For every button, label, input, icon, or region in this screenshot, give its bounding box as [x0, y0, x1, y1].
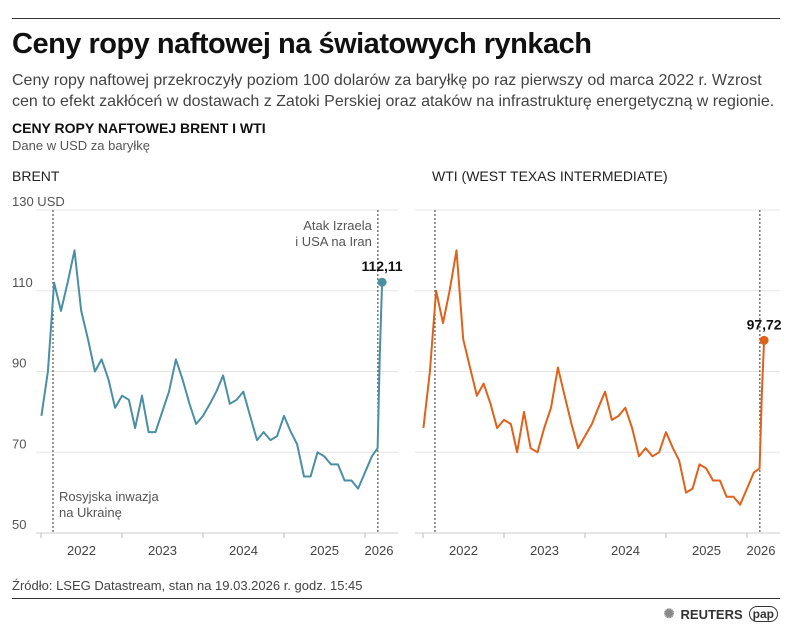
brent-title: BRENT	[12, 168, 60, 184]
top-rule	[12, 18, 780, 19]
logos: ✺ REUTERS pap	[664, 606, 778, 622]
page-title: Ceny ropy naftowej na światowych rynkach	[12, 28, 592, 60]
attack-annotation: i USA na Iran	[295, 234, 372, 249]
invasion-annotation: na Ukrainę	[59, 505, 122, 520]
brent-x-label: 2024	[229, 543, 258, 558]
wti-x-label: 2022	[449, 543, 478, 558]
brent-y-label: 90	[12, 356, 26, 371]
brent-price-line	[40, 249, 384, 490]
wti-last-point	[759, 335, 769, 345]
brent-x-label: 2025	[310, 543, 339, 558]
chart-subtitle: CENY ROPY NAFTOWEJ BRENT I WTI	[12, 120, 266, 136]
bottom-rule	[12, 598, 780, 599]
lead-text: Ceny ropy naftowej przekroczyły poziom 1…	[12, 72, 775, 110]
wti-x-label: 2023	[530, 543, 559, 558]
brent-y-label: 50	[12, 517, 26, 532]
reuters-logo: REUTERS	[680, 606, 743, 622]
unit-note: Dane w USD za baryłkę	[12, 138, 150, 153]
brent-x-label: 2023	[148, 543, 177, 558]
source-note: Źródło: LSEG Datastream, stan na 19.03.2…	[12, 578, 363, 593]
brent-y-label: 110	[12, 275, 33, 290]
brent-last-point	[377, 277, 387, 287]
wti-title: WTI (WEST TEXAS INTERMEDIATE)	[432, 168, 668, 184]
charts-svg: 2022 2023 2024 2025 2026 130 USD 110 90 70 50 112,…	[12, 194, 782, 558]
brent-y-label: 130 USD	[12, 194, 65, 209]
wti-x-label: 2025	[692, 543, 721, 558]
wti-x-label: 2026	[747, 543, 776, 558]
brent-x-label: 2026	[365, 543, 394, 558]
brent-last-label: 112,11	[361, 258, 402, 274]
attack-annotation: Atak Izraela	[303, 218, 372, 233]
wti-x-label: 2024	[611, 543, 640, 558]
wti-last-label: 97,72	[747, 316, 782, 332]
reuters-logo-icon: ✺	[663, 606, 675, 621]
brent-y-label: 70	[12, 436, 26, 451]
invasion-annotation: Rosyjska inwazja	[59, 489, 159, 504]
pap-logo: pap	[748, 606, 778, 622]
wti-price-line	[422, 249, 766, 506]
brent-x-label: 2022	[67, 543, 96, 558]
